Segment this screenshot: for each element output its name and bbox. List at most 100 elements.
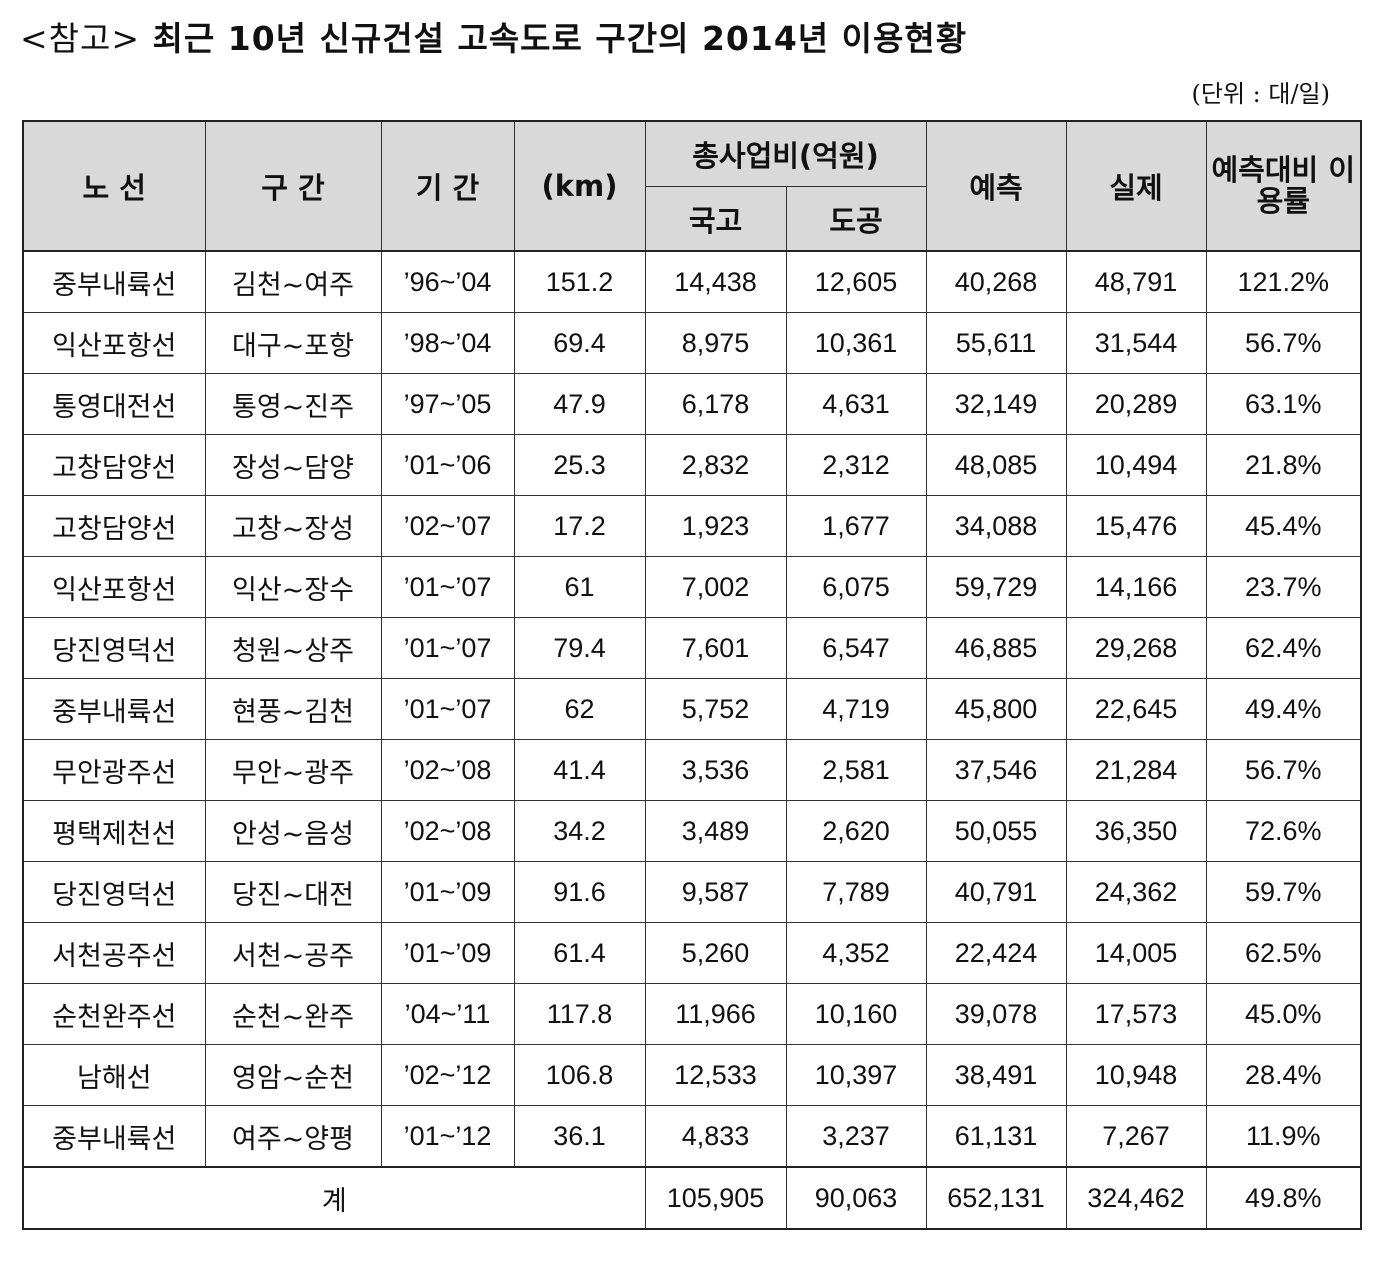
cell-period: ’02~’07 bbox=[380, 495, 515, 557]
cell-section: 현풍~김천 bbox=[204, 678, 382, 740]
cell-section: 장성~담양 bbox=[204, 434, 382, 496]
cell-length: 25.3 bbox=[513, 434, 646, 496]
cell-actual: 10,494 bbox=[1065, 434, 1207, 496]
title-text: 최근 10년 신규건설 고속도로 구간의 2014년 이용현황 bbox=[152, 19, 968, 58]
cell-cost-corp: 4,352 bbox=[785, 922, 927, 984]
cell-forecast: 61,131 bbox=[925, 1105, 1067, 1168]
table-row: 중부내륙선 김천~여주 ’96~’04 151.2 14,438 12,605 40,268… bbox=[22, 250, 1362, 313]
cell-length: 17.2 bbox=[513, 495, 646, 557]
unit-note: (단위 : 대/일) bbox=[1191, 80, 1330, 108]
cell-cost-national: 7,002 bbox=[644, 556, 787, 618]
cell-forecast: 38,491 bbox=[925, 1044, 1067, 1106]
cell-ratio: 45.0% bbox=[1205, 983, 1362, 1045]
cell-length: 91.6 bbox=[513, 861, 646, 923]
cell-actual: 7,267 bbox=[1065, 1105, 1207, 1168]
table-row: 중부내륙선 여주~양평 ’01~’12 36.1 4,833 3,237 61,131 7,2… bbox=[22, 1105, 1362, 1168]
header-actual: 실제 bbox=[1065, 120, 1207, 252]
header-cost-group: 총사업비(억원) bbox=[644, 120, 927, 187]
cell-length: 34.2 bbox=[513, 800, 646, 862]
cell-actual: 21,284 bbox=[1065, 739, 1207, 801]
cell-actual: 15,476 bbox=[1065, 495, 1207, 557]
cell-section: 서천~공주 bbox=[204, 922, 382, 984]
cell-cost-national: 1,923 bbox=[644, 495, 787, 557]
table-row: 무안광주선 무안~광주 ’02~’08 41.4 3,536 2,581 37,546 21,… bbox=[22, 739, 1362, 801]
total-row: 계 105,905 90,063 652,131 324,462 49.8% bbox=[22, 1166, 1362, 1230]
cell-forecast: 22,424 bbox=[925, 922, 1067, 984]
cell-section: 무안~광주 bbox=[204, 739, 382, 801]
cell-period: ’01~’12 bbox=[380, 1105, 515, 1168]
cell-route: 익산포항선 bbox=[22, 312, 206, 374]
cell-forecast: 37,546 bbox=[925, 739, 1067, 801]
cell-cost-national: 3,489 bbox=[644, 800, 787, 862]
cell-length: 36.1 bbox=[513, 1105, 646, 1168]
cell-cost-national: 11,966 bbox=[644, 983, 787, 1045]
cell-length: 47.9 bbox=[513, 373, 646, 435]
table-row: 통영대전선 통영~진주 ’97~’05 47.9 6,178 4,631 32,149 20,… bbox=[22, 373, 1362, 435]
cell-period: ’01~’09 bbox=[380, 861, 515, 923]
cell-ratio: 11.9% bbox=[1205, 1105, 1362, 1168]
cell-length: 79.4 bbox=[513, 617, 646, 679]
cell-ratio: 56.7% bbox=[1205, 312, 1362, 374]
cell-forecast: 32,149 bbox=[925, 373, 1067, 435]
cell-cost-national: 12,533 bbox=[644, 1044, 787, 1106]
cell-route: 남해선 bbox=[22, 1044, 206, 1106]
cell-route: 서천공주선 bbox=[22, 922, 206, 984]
header-period: 기 간 bbox=[380, 120, 515, 252]
cell-cost-national: 6,178 bbox=[644, 373, 787, 435]
cell-ratio: 56.7% bbox=[1205, 739, 1362, 801]
cell-section: 대구~포항 bbox=[204, 312, 382, 374]
cell-route: 중부내륙선 bbox=[22, 678, 206, 740]
header-cost-corp: 도공 bbox=[785, 186, 927, 252]
table-row: 서천공주선 서천~공주 ’01~’09 61.4 5,260 4,352 22,424 14,… bbox=[22, 922, 1362, 984]
cell-route: 무안광주선 bbox=[22, 739, 206, 801]
cell-cost-corp: 3,237 bbox=[785, 1105, 927, 1168]
table-row: 평택제천선 안성~음성 ’02~’08 34.2 3,489 2,620 50,055 36,… bbox=[22, 800, 1362, 862]
cell-actual: 31,544 bbox=[1065, 312, 1207, 374]
cell-ratio: 23.7% bbox=[1205, 556, 1362, 618]
cell-period: ’04~’11 bbox=[380, 983, 515, 1045]
cell-period: ’02~’08 bbox=[380, 800, 515, 862]
total-label: 계 bbox=[22, 1166, 646, 1230]
cell-route: 당진영덕선 bbox=[22, 617, 206, 679]
cell-cost-national: 8,975 bbox=[644, 312, 787, 374]
cell-forecast: 50,055 bbox=[925, 800, 1067, 862]
cell-section: 안성~음성 bbox=[204, 800, 382, 862]
cell-cost-corp: 2,581 bbox=[785, 739, 927, 801]
table-row: 당진영덕선 당진~대전 ’01~’09 91.6 9,587 7,789 40,791 24,… bbox=[22, 861, 1362, 923]
cell-forecast: 39,078 bbox=[925, 983, 1067, 1045]
table-row: 익산포항선 대구~포항 ’98~’04 69.4 8,975 10,361 55,611 31… bbox=[22, 312, 1362, 374]
cell-period: ’01~’09 bbox=[380, 922, 515, 984]
header-section: 구 간 bbox=[204, 120, 382, 252]
table-row: 당진영덕선 청원~상주 ’01~’07 79.4 7,601 6,547 46,885 29,… bbox=[22, 617, 1362, 679]
cell-length: 61.4 bbox=[513, 922, 646, 984]
cell-route: 평택제천선 bbox=[22, 800, 206, 862]
cell-actual: 24,362 bbox=[1065, 861, 1207, 923]
cell-cost-national: 5,752 bbox=[644, 678, 787, 740]
cell-cost-national: 9,587 bbox=[644, 861, 787, 923]
cell-route: 고창담양선 bbox=[22, 434, 206, 496]
cell-cost-corp: 12,605 bbox=[785, 250, 927, 313]
total-cost-corp: 90,063 bbox=[785, 1166, 927, 1230]
cell-route: 순천완주선 bbox=[22, 983, 206, 1045]
cell-period: ’02~’08 bbox=[380, 739, 515, 801]
cell-ratio: 62.4% bbox=[1205, 617, 1362, 679]
cell-period: ’01~’07 bbox=[380, 556, 515, 618]
cell-actual: 17,573 bbox=[1065, 983, 1207, 1045]
table-body: 중부내륙선 김천~여주 ’96~’04 151.2 14,438 12,605 40,268… bbox=[22, 250, 1362, 1230]
cell-forecast: 48,085 bbox=[925, 434, 1067, 496]
cell-cost-corp: 2,620 bbox=[785, 800, 927, 862]
cell-ratio: 49.4% bbox=[1205, 678, 1362, 740]
cell-cost-corp: 2,312 bbox=[785, 434, 927, 496]
cell-cost-corp: 7,789 bbox=[785, 861, 927, 923]
total-cost-national: 105,905 bbox=[644, 1166, 787, 1230]
cell-cost-national: 7,601 bbox=[644, 617, 787, 679]
cell-ratio: 28.4% bbox=[1205, 1044, 1362, 1106]
table-row: 남해선 영암~순천 ’02~’12 106.8 12,533 10,397 38,491 10… bbox=[22, 1044, 1362, 1106]
cell-forecast: 55,611 bbox=[925, 312, 1067, 374]
cell-cost-corp: 1,677 bbox=[785, 495, 927, 557]
cell-cost-national: 3,536 bbox=[644, 739, 787, 801]
title-prefix: <참고> bbox=[20, 19, 141, 58]
cell-ratio: 62.5% bbox=[1205, 922, 1362, 984]
cell-ratio: 63.1% bbox=[1205, 373, 1362, 435]
cell-actual: 14,005 bbox=[1065, 922, 1207, 984]
